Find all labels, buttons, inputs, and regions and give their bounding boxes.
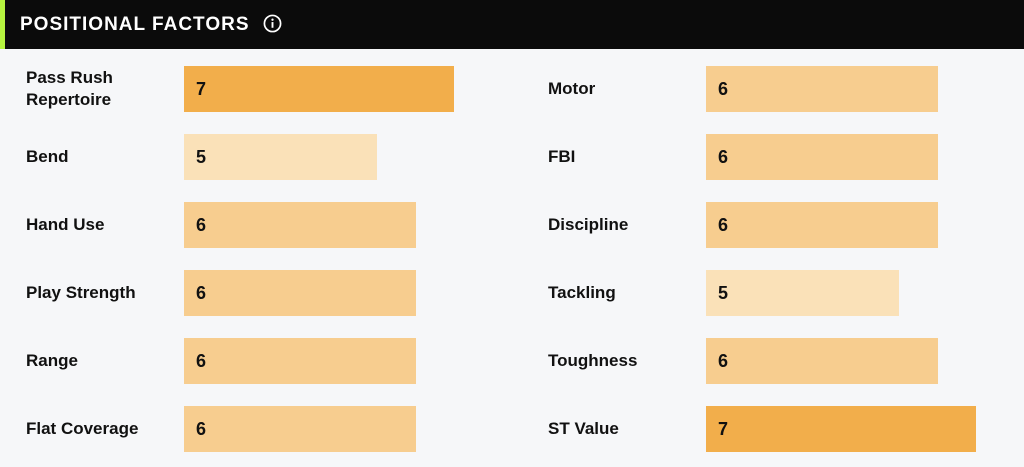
factor-label-discipline: Discipline xyxy=(548,215,629,234)
factor-row-hand-use: Hand Use 6 xyxy=(0,202,1024,248)
factor-row-pass-rush-repertoire: Pass Rush Repertoire 7 xyxy=(0,66,1024,112)
factor-label-fbi: FBI xyxy=(548,147,576,166)
factor-label-flat-coverage: Flat Coverage xyxy=(26,419,139,438)
factor-value-st-value: 7 xyxy=(718,418,729,439)
header-accent-stripe xyxy=(0,0,5,49)
factor-label-pass-rush-repertoire: Pass Rush Repertoire xyxy=(26,68,113,109)
factor-label-toughness: Toughness xyxy=(548,351,638,370)
factor-bar-pass-rush-repertoire: 7 xyxy=(184,66,454,112)
factor-label-play-strength: Play Strength xyxy=(26,283,136,302)
factor-bar-tackling: 5 xyxy=(706,270,899,316)
factor-bar-hand-use: 6 xyxy=(184,202,416,248)
factor-value-fbi: 6 xyxy=(718,146,729,167)
factor-bar-play-strength: 6 xyxy=(184,270,416,316)
factor-bar-discipline: 6 xyxy=(706,202,938,248)
factor-value-motor: 6 xyxy=(718,78,729,99)
factor-row-toughness: Toughness 6 xyxy=(0,338,1024,384)
factor-row-st-value: ST Value 7 xyxy=(0,406,1024,452)
info-icon[interactable] xyxy=(263,14,282,33)
factor-row-motor: Motor 6 xyxy=(0,66,1024,112)
factor-bar-toughness: 6 xyxy=(706,338,938,384)
factor-label-range: Range xyxy=(26,351,78,370)
section-title: POSITIONAL FACTORS xyxy=(20,14,250,35)
factor-value-range: 6 xyxy=(196,350,207,371)
factor-value-bend: 5 xyxy=(196,146,207,167)
factor-row-range: Range 6 xyxy=(0,338,1024,384)
factor-row-flat-coverage: Flat Coverage 6 xyxy=(0,406,1024,452)
factor-bar-fbi: 6 xyxy=(706,134,938,180)
factor-bar-motor: 6 xyxy=(706,66,938,112)
factor-value-hand-use: 6 xyxy=(196,214,207,235)
factor-bar-flat-coverage: 6 xyxy=(184,406,416,452)
factor-label-tackling: Tackling xyxy=(548,283,616,302)
factor-row-fbi: FBI 6 xyxy=(0,134,1024,180)
factor-bar-bend: 5 xyxy=(184,134,377,180)
section-header: POSITIONAL FACTORS xyxy=(0,0,1024,49)
factor-label-bend: Bend xyxy=(26,147,69,166)
factor-row-tackling: Tackling 5 xyxy=(0,270,1024,316)
factor-value-tackling: 5 xyxy=(718,282,729,303)
factor-row-discipline: Discipline 6 xyxy=(0,202,1024,248)
factor-label-st-value: ST Value xyxy=(548,419,619,438)
factor-value-flat-coverage: 6 xyxy=(196,418,207,439)
factor-value-pass-rush-repertoire: 7 xyxy=(196,78,207,99)
factor-label-hand-use: Hand Use xyxy=(26,215,105,234)
factor-bar-st-value: 7 xyxy=(706,406,976,452)
positional-factors-panel: Pass Rush Repertoire 7 Bend 5 Hand Use 6 Play … xyxy=(0,49,1024,467)
factor-label-motor: Motor xyxy=(548,79,596,98)
factor-bar-range: 6 xyxy=(184,338,416,384)
factor-value-discipline: 6 xyxy=(718,214,729,235)
factor-value-play-strength: 6 xyxy=(196,282,207,303)
factor-value-toughness: 6 xyxy=(718,350,729,371)
factor-row-play-strength: Play Strength 6 xyxy=(0,270,1024,316)
factor-row-bend: Bend 5 xyxy=(0,134,1024,180)
